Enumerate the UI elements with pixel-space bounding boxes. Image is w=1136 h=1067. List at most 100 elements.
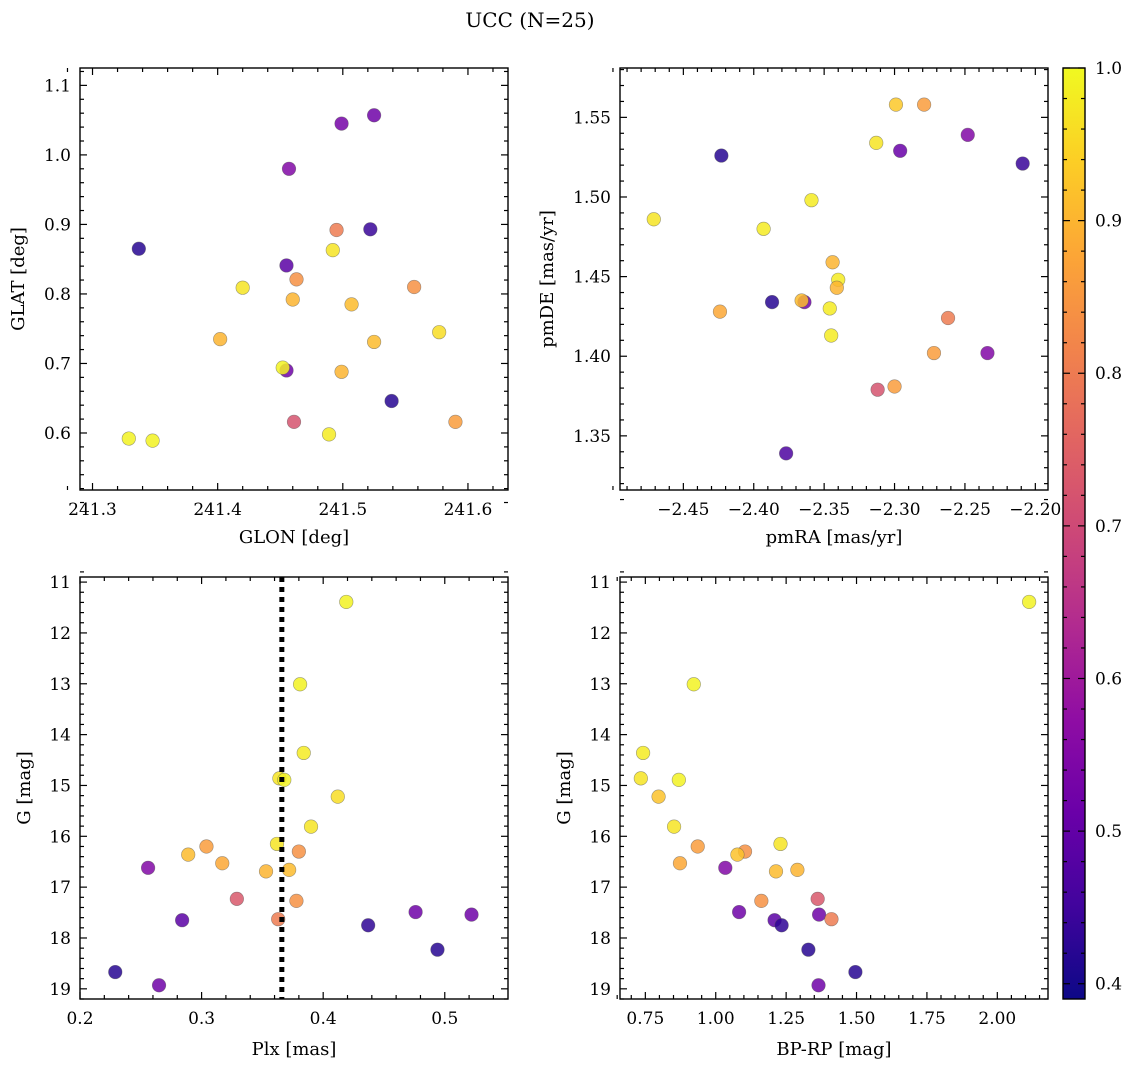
data-point: [408, 904, 423, 920]
data-point: [888, 97, 904, 112]
data-point: [296, 745, 311, 761]
data-point: [151, 978, 167, 993]
y-tick-label: 0.9: [44, 215, 71, 235]
data-point: [926, 345, 942, 361]
data-point: [258, 864, 274, 879]
data-point: [666, 819, 682, 834]
data-point: [344, 297, 359, 312]
x-tick-label: 1.25: [767, 1009, 805, 1029]
data-point: [887, 379, 902, 394]
y-tick-label: 12: [49, 624, 71, 644]
data-point: [285, 292, 300, 307]
data-point: [980, 345, 995, 361]
x-tick-label: 1.75: [908, 1009, 946, 1029]
data-point: [779, 446, 794, 461]
colorbar-tick-label: 0.8: [1095, 364, 1122, 384]
x-tick-label: 1.50: [838, 1009, 876, 1029]
figure-title: UCC (N=25): [465, 8, 594, 32]
colorbar-tick-label: 1.0: [1095, 59, 1122, 79]
data-point: [773, 836, 788, 852]
data-point: [329, 222, 344, 238]
y-tick-label: 14: [589, 726, 611, 746]
axes-frame: [619, 67, 1049, 491]
data-point: [754, 893, 769, 908]
panel-pmra-pmde: pmRA [mas/yr] pmDE [mas/yr] −2.45 −2.40 −2…: [537, 67, 1061, 548]
data-point: [407, 279, 422, 295]
y-tick-label: 18: [49, 929, 71, 949]
y-axis-label: G [mag]: [554, 751, 575, 824]
y-tick-label: 12: [589, 624, 611, 644]
axes-frame: [619, 576, 1049, 1000]
y-tick-label: 1.55: [573, 108, 611, 128]
x-tick-label: 241.4: [193, 500, 242, 520]
y-tick-label: 18: [589, 929, 611, 949]
axes-frame: [79, 576, 509, 1000]
y-tick-label: 14: [49, 726, 71, 746]
panel-glon-glat: GLON [deg] GLAT [deg] 241.3 241.4 241.5 241…: [8, 67, 509, 548]
y-tick-label: 1.45: [573, 268, 611, 288]
data-point: [824, 328, 839, 343]
y-tick-label: 1.50: [573, 188, 611, 208]
y-tick-label: 11: [49, 573, 71, 593]
x-tick-label: 0.5: [431, 1009, 458, 1029]
x-tick-label: 0.75: [626, 1009, 664, 1029]
data-point: [794, 293, 809, 308]
data-point: [275, 360, 290, 375]
x-tick-label: 0.3: [188, 1009, 215, 1029]
data-point: [213, 332, 228, 347]
data-point: [229, 891, 244, 906]
colorbar-tick-label: 0.7: [1095, 517, 1122, 537]
axes-frame: [79, 67, 509, 491]
data-point: [810, 891, 825, 906]
data-point: [235, 280, 250, 295]
y-axis-label: G [mag]: [14, 751, 35, 824]
data-point: [363, 222, 378, 237]
data-point: [712, 304, 728, 319]
data-point: [282, 862, 297, 877]
data-point: [822, 301, 837, 316]
data-point: [940, 310, 956, 326]
data-point: [291, 844, 306, 859]
data-point: [848, 964, 863, 980]
x-tick-label: −2.30: [868, 500, 920, 520]
x-tick-label: −2.45: [657, 500, 709, 520]
data-point: [289, 893, 304, 908]
data-point: [432, 325, 447, 340]
y-tick-label: 13: [589, 675, 611, 695]
data-point: [646, 212, 661, 227]
data-point: [321, 427, 337, 442]
data-point: [303, 819, 319, 834]
y-tick-label: 0.8: [44, 285, 71, 305]
y-tick-label: 0.7: [44, 354, 71, 374]
x-tick-label: 0.4: [310, 1009, 337, 1029]
data-point: [768, 864, 784, 879]
data-point: [199, 839, 214, 854]
data-point: [271, 912, 286, 927]
x-tick-label: −2.40: [728, 500, 780, 520]
y-tick-label: 16: [49, 827, 71, 847]
data-point: [339, 594, 354, 610]
colorbar-gradient: [1063, 68, 1085, 999]
data-point: [811, 978, 826, 993]
data-point: [448, 414, 463, 429]
x-tick-label: −2.25: [939, 500, 991, 520]
data-point: [790, 862, 805, 877]
x-tick-label: −2.35: [798, 500, 850, 520]
data-point: [686, 677, 701, 692]
data-point: [292, 677, 308, 692]
data-point: [730, 847, 745, 862]
y-tick-label: 13: [49, 675, 71, 695]
data-point: [289, 272, 304, 287]
data-point: [325, 243, 340, 258]
y-tick-label: 0.6: [44, 424, 71, 444]
colorbar-frame: [1062, 67, 1086, 1000]
data-point: [281, 161, 297, 176]
x-tick-label: 0.2: [66, 1009, 93, 1029]
data-point: [108, 964, 123, 980]
x-axis-label: Plx [mas]: [252, 1039, 337, 1060]
data-point: [181, 847, 196, 862]
data-point: [175, 913, 190, 928]
x-axis-label: pmRA [mas/yr]: [766, 527, 903, 548]
colorbar-tick-label: 0.5: [1095, 822, 1122, 842]
